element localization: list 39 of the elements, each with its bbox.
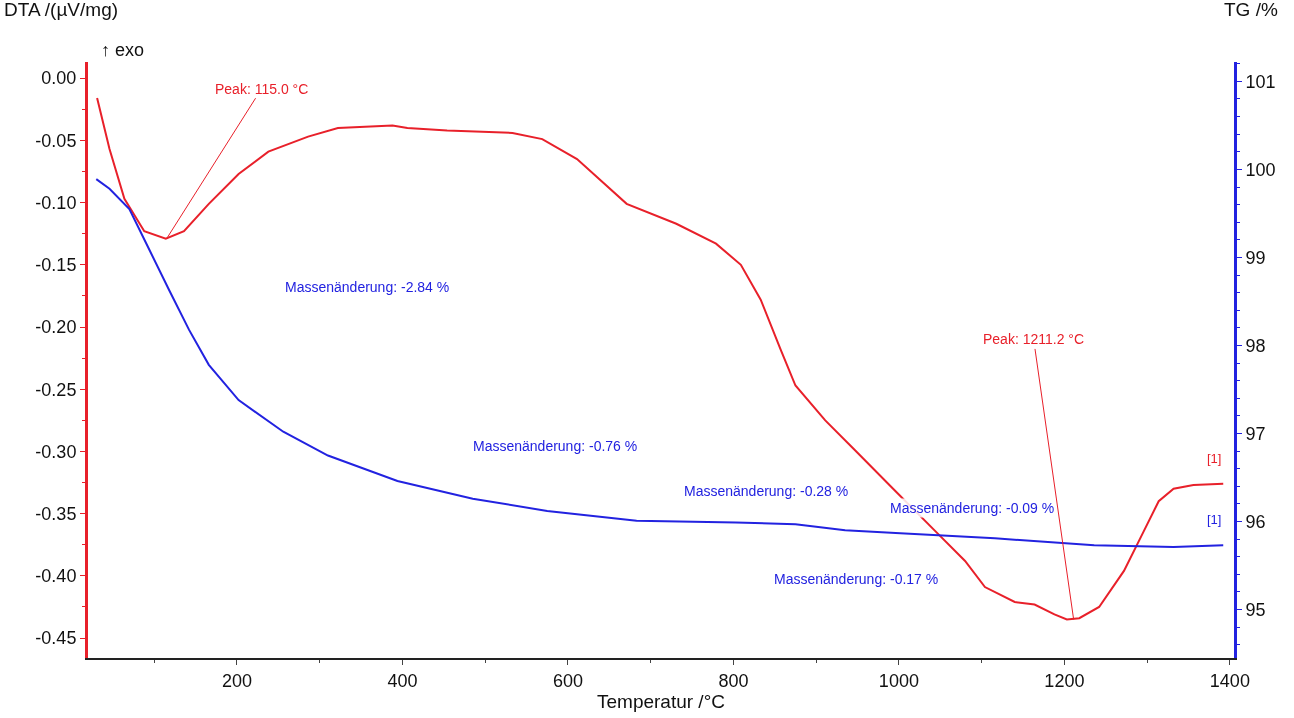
y2-tick-label: 98 [1245,335,1266,356]
y-tick-label: -0.20 [35,317,77,338]
y-tick-label: -0.40 [35,566,77,587]
line-series [96,97,1225,621]
annotation: Massenänderung: -0.17 % [774,571,939,587]
y-tick-label: -0.25 [35,379,77,400]
y-tick-label: -0.30 [35,441,77,462]
y2-axis-title: TG /% [1224,0,1278,20]
y-tick-label: -0.15 [35,255,77,276]
text: ↑ exo [101,40,145,60]
annotation: Massenänderung: -0.76 % [473,438,638,454]
annotation: Peak: 115.0 °C [215,81,309,97]
y-axis-title: DTA /(µV/mg) [4,0,119,20]
x-tick-label: 1400 [1209,670,1250,691]
y2-tick-label: 97 [1245,423,1266,444]
y-tick-label: -0.35 [35,503,77,524]
y-tick-label: -0.45 [35,628,77,649]
x-tick-label: 200 [221,670,252,691]
y2-tick-label: 101 [1245,71,1276,92]
annotation: Massenänderung: -0.09 % [890,500,1055,516]
annotation: [1] [1207,451,1222,466]
y-tick-label: -0.05 [35,130,77,151]
x-tick-label: 800 [718,670,749,691]
x-tick-label: 1200 [1044,670,1085,691]
annotation: Massenänderung: -0.28 % [684,483,849,499]
y2-tick-label: 99 [1245,247,1266,268]
y2-tick-label: 100 [1245,159,1276,180]
annotation: Massenänderung: -2.84 % [285,279,450,295]
x-tick-label: 400 [387,670,418,691]
y-tick-label: -0.10 [35,192,77,213]
line-series [95,178,1225,549]
y-tick-label: 0.00 [41,68,77,89]
x-axis-title: Temperatur /°C [597,690,725,712]
annotation: [1] [1207,512,1222,527]
y2-tick-label: 96 [1245,511,1266,532]
x-tick-label: 1000 [878,670,919,691]
annotation: Peak: 1211.2 °C [983,331,1085,347]
y2-tick-label: 95 [1245,599,1266,620]
x-tick-label: 600 [552,670,583,691]
